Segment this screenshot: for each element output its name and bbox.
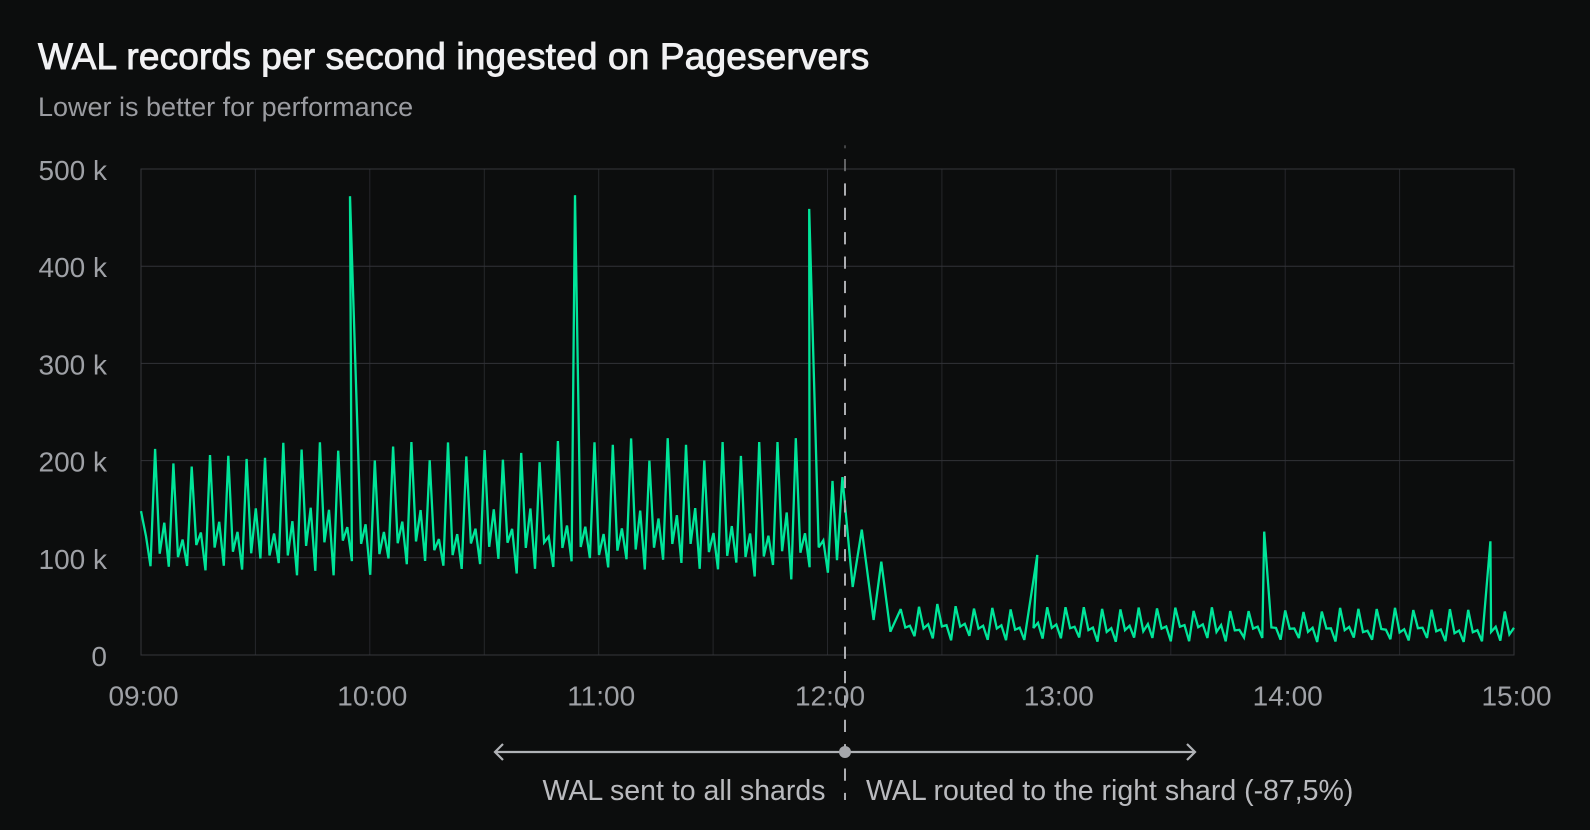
svg-text:09:00: 09:00: [108, 681, 178, 712]
svg-text:100 k: 100 k: [39, 544, 108, 575]
svg-text:14:00: 14:00: [1253, 681, 1323, 712]
svg-text:0: 0: [91, 641, 107, 672]
svg-text:Lower is better for performanc: Lower is better for performance: [38, 92, 413, 122]
svg-text:WAL routed to the right shard: WAL routed to the right shard (-87,5%): [866, 775, 1353, 807]
svg-text:11:00: 11:00: [567, 681, 635, 712]
svg-text:15:00: 15:00: [1481, 681, 1551, 712]
svg-text:13:00: 13:00: [1024, 681, 1094, 712]
svg-text:10:00: 10:00: [337, 681, 407, 712]
svg-text:400 k: 400 k: [39, 252, 108, 283]
svg-text:300 k: 300 k: [39, 349, 108, 380]
svg-text:WAL records per second ingeste: WAL records per second ingested on Pages…: [38, 36, 869, 77]
svg-text:500 k: 500 k: [39, 155, 108, 186]
svg-text:WAL sent to all shards: WAL sent to all shards: [542, 775, 825, 807]
svg-text:200 k: 200 k: [39, 447, 108, 478]
svg-text:12:00: 12:00: [795, 681, 865, 712]
